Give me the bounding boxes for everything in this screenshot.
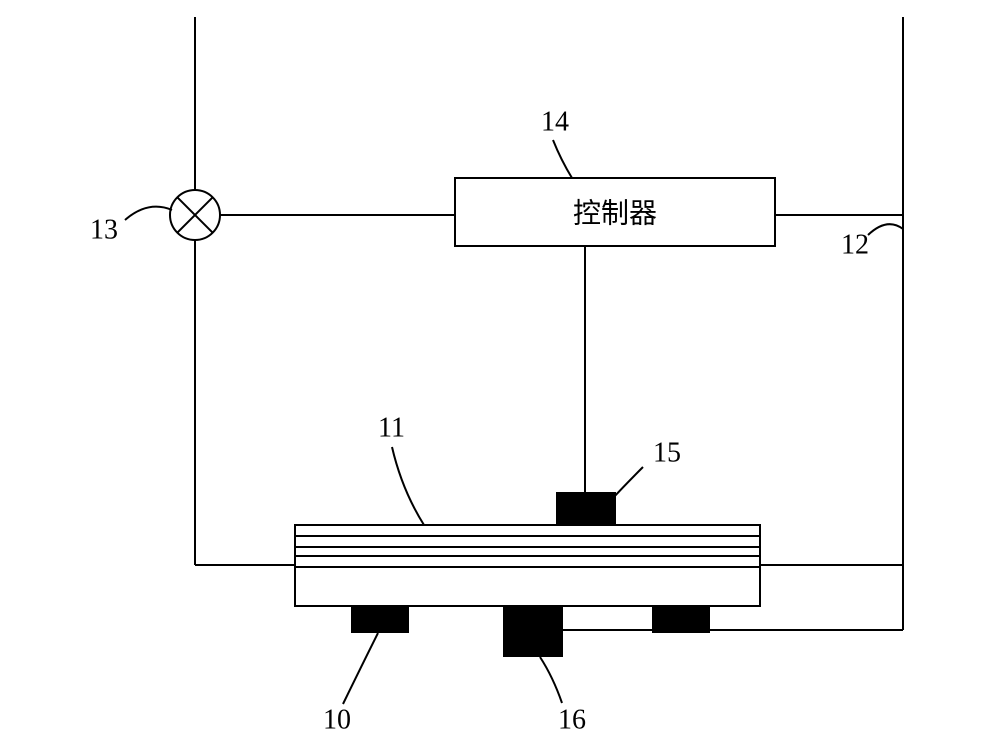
center-block xyxy=(503,605,563,657)
label-15: 15 xyxy=(653,437,681,468)
foot-block-1 xyxy=(652,605,710,633)
label-10: 10 xyxy=(323,704,351,735)
top-block xyxy=(556,492,616,526)
foot-block-0 xyxy=(351,605,409,633)
label-12: 12 xyxy=(841,229,869,260)
label-14: 14 xyxy=(541,106,569,137)
schematic-diagram: 控制器 13 14 12 11 15 10 16 xyxy=(0,0,1000,752)
label-16: 16 xyxy=(558,704,586,735)
controller-label: 控制器 xyxy=(573,197,657,229)
label-11: 11 xyxy=(378,412,405,443)
label-13: 13 xyxy=(90,214,118,245)
